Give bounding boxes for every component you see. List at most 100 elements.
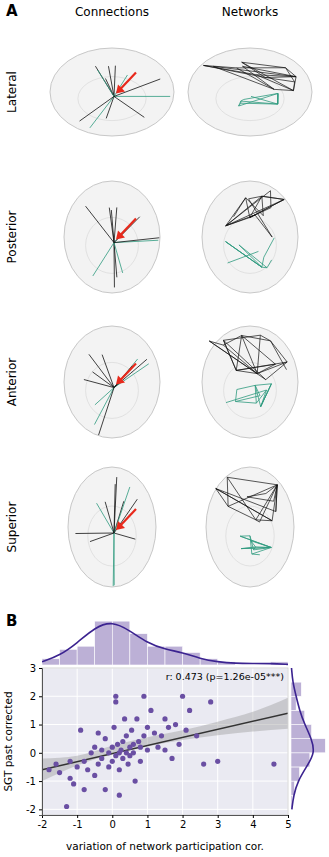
connection [75, 533, 114, 535]
network-edge [247, 494, 266, 497]
brain-inner [86, 362, 139, 418]
x-tick-mark [218, 815, 219, 818]
network-edge [256, 520, 260, 522]
y-tick-mark [39, 696, 42, 697]
arrow-head [116, 521, 125, 530]
network-edge [209, 341, 223, 345]
x-tick: 0 [110, 815, 116, 830]
panel-b: B-2-1012345-2-10123variation of network … [2, 612, 325, 852]
panel-a: AConnectionsNetworksLateralPosteriorAnte… [5, 2, 312, 587]
point [82, 759, 87, 764]
point [162, 747, 167, 752]
brain-outline [202, 181, 298, 293]
brain-outline [64, 326, 160, 438]
y-tick: 3 [30, 663, 42, 674]
connection [98, 70, 114, 96]
connection [105, 502, 114, 533]
network-edge [255, 385, 260, 395]
network-edge [249, 196, 262, 199]
grid-line [42, 809, 288, 810]
network-edge [249, 199, 273, 237]
connection [90, 533, 114, 542]
point [110, 759, 115, 764]
x-tick-label: -2 [38, 819, 48, 830]
point [106, 750, 111, 755]
network-edge [252, 554, 260, 556]
arrow-head [116, 376, 125, 385]
brain-view [64, 181, 160, 293]
histogram-bar [60, 649, 78, 665]
network-edge [235, 402, 256, 404]
point [215, 759, 220, 764]
point [176, 742, 181, 747]
connection [93, 372, 114, 388]
connection [102, 355, 114, 388]
y-tick-mark [39, 753, 42, 754]
point [138, 759, 143, 764]
network-edge [227, 477, 277, 485]
row-label: Superior [5, 502, 19, 553]
connection [90, 96, 114, 127]
point [180, 694, 185, 699]
network-edge [262, 196, 284, 199]
network-edge [236, 362, 287, 370]
network-edge [226, 242, 262, 268]
brain-view [202, 181, 298, 293]
network-edge [261, 384, 272, 407]
x-tick-label: 1 [145, 819, 151, 830]
connection [114, 75, 127, 96]
connection [106, 96, 114, 118]
connection [95, 66, 114, 96]
brain-inner [216, 77, 284, 121]
y-tick-label: 3 [30, 663, 36, 674]
grid-line [77, 668, 78, 815]
x-tick-label: 5 [285, 819, 291, 830]
network-edge [262, 267, 267, 269]
x-tick-mark [183, 815, 184, 818]
grid-line [112, 668, 113, 815]
connection [114, 66, 115, 97]
network-edge [270, 341, 287, 362]
brain-inner [88, 506, 136, 566]
x-tick-mark [288, 815, 289, 818]
point [169, 756, 174, 761]
network-edge [242, 335, 271, 340]
annotation: r: 0.473 (p=1.26e-05***) [166, 671, 284, 682]
connection [99, 388, 114, 435]
network-edge [235, 396, 260, 402]
point [173, 722, 178, 727]
x-tick: -2 [38, 815, 48, 830]
brain-view [50, 48, 174, 136]
network-edge [256, 75, 293, 91]
point [141, 694, 146, 699]
connection [97, 503, 114, 533]
point [162, 716, 167, 721]
connection [114, 533, 135, 539]
network-edge [216, 489, 228, 507]
connection [84, 380, 114, 388]
connection [114, 219, 136, 242]
brain-inner [224, 362, 277, 418]
network-edge [244, 93, 278, 99]
network-edge [256, 485, 277, 520]
x-tick: 2 [180, 815, 186, 830]
point [99, 747, 104, 752]
y-tick-label: 1 [30, 719, 36, 730]
y-axis-title: SGT past corrected [2, 691, 14, 791]
histogram-bar [253, 665, 271, 666]
x-tick-mark [77, 815, 78, 818]
arrow-head [116, 231, 125, 240]
network-edge [255, 215, 272, 237]
connection [114, 217, 140, 243]
figure: AConnectionsNetworksLateralPosteriorAnte… [0, 0, 329, 857]
network-edge [239, 245, 262, 267]
point [124, 733, 129, 738]
connection [114, 79, 160, 96]
plot-frame [42, 668, 288, 815]
network-edge [242, 335, 276, 364]
network-edge [265, 77, 294, 81]
connection [114, 359, 138, 388]
connection [114, 96, 170, 97]
confidence-band [42, 698, 288, 781]
y-tick-mark [39, 781, 42, 782]
